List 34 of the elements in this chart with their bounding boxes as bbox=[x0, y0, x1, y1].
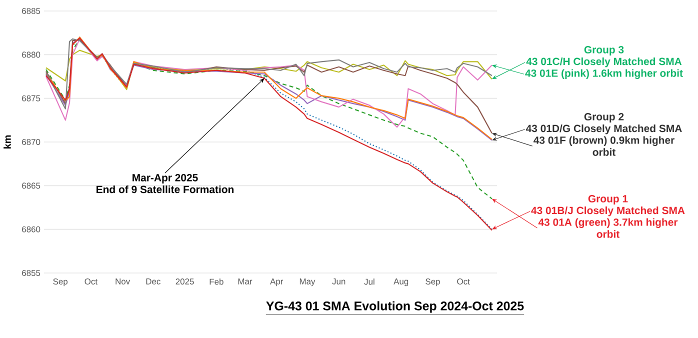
x-tick-label: Apr bbox=[270, 278, 284, 286]
annotation: 43 01D/G Closely Matched SMA bbox=[526, 124, 682, 134]
x-tick-label: Mar bbox=[238, 278, 252, 284]
y-tick-label: 6880 bbox=[22, 52, 40, 58]
text: Group 1 bbox=[588, 195, 628, 204]
text: Group 2 bbox=[584, 113, 624, 122]
x-tick-label: Oct bbox=[84, 278, 98, 285]
y-tick-label: 6870 bbox=[22, 139, 40, 145]
annotation: 43 01A (green) 3.7km higher orbit bbox=[538, 218, 678, 238]
x-tick-label: Jun bbox=[332, 278, 346, 284]
annotation: 43 01B/J Closely Matched SMA bbox=[531, 206, 685, 216]
x-tick-label: Aug bbox=[394, 278, 408, 286]
x-tick-label: May bbox=[300, 278, 316, 286]
y-tick-label: 6865 bbox=[22, 182, 40, 189]
y-axis-title: km bbox=[4, 135, 11, 148]
annotation: 43 01E (pink) 1.6km higher orbit bbox=[525, 69, 683, 80]
x-tick-label: Dec bbox=[146, 278, 160, 284]
x-tick-label: Oct bbox=[457, 278, 470, 285]
x-tick-label: Nov bbox=[116, 278, 130, 284]
annotation: End of 9 Satellite Formation bbox=[96, 185, 234, 194]
annotation: 43 01F (brown) 0.9km higher orbit bbox=[534, 136, 674, 156]
y-tick-label: 6860 bbox=[22, 226, 40, 232]
y-tick-label: 6855 bbox=[22, 270, 40, 276]
text: Group 3 bbox=[584, 46, 624, 56]
text: YG-43 01 SMA Evolution Sep 2024-Oct 2025 bbox=[266, 301, 524, 313]
x-tick-label: 2025 bbox=[176, 278, 194, 285]
x-tick-label: Sep bbox=[53, 278, 68, 286]
annotation: Mar-Apr 2025 bbox=[132, 174, 198, 184]
annotation: 43 01C/H Closely Matched SMA bbox=[526, 57, 682, 68]
x-tick-label: Sep bbox=[426, 278, 440, 286]
y-tick-label: 6875 bbox=[22, 95, 40, 102]
x-tick-label: Jul bbox=[364, 278, 374, 285]
x-tick-label: Feb bbox=[210, 278, 224, 285]
y-tick-label: 6885 bbox=[22, 8, 40, 14]
